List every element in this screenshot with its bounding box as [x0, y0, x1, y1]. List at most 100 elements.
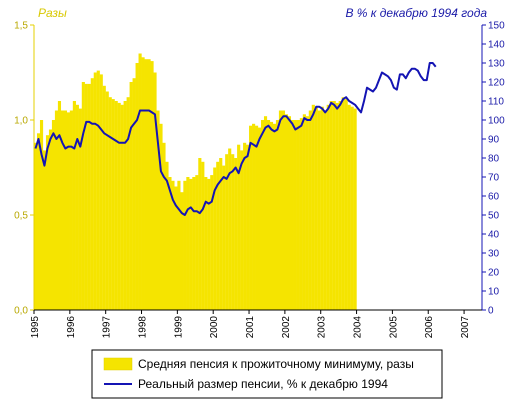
bar	[284, 114, 289, 310]
bar	[120, 104, 124, 310]
bar	[335, 102, 339, 311]
left-axis-title: Разы	[38, 6, 67, 20]
bar	[302, 114, 306, 310]
bar	[338, 101, 342, 310]
bar	[108, 97, 112, 310]
bar	[258, 127, 262, 310]
bar	[117, 102, 121, 311]
bar	[36, 133, 41, 310]
bar	[344, 99, 348, 310]
bar	[249, 125, 253, 310]
bar	[84, 83, 88, 311]
bar	[317, 110, 321, 310]
bar	[96, 70, 100, 310]
bar	[141, 57, 145, 310]
x-tick-label: 1998	[138, 316, 149, 339]
bar	[63, 110, 68, 310]
bar	[329, 101, 333, 310]
bar	[275, 120, 280, 310]
bar	[162, 142, 166, 310]
legend-bar-label: Средняя пенсия к прожиточному минимуму, …	[138, 357, 414, 371]
x-tick-label: 1999	[173, 316, 184, 339]
bar	[159, 123, 163, 310]
right-tick-label: 50	[488, 211, 500, 222]
bar	[129, 82, 133, 310]
bar	[204, 177, 208, 310]
x-tick-label: 2003	[317, 316, 328, 339]
bar	[45, 135, 50, 310]
right-tick-label: 90	[488, 135, 500, 146]
bar	[51, 120, 56, 310]
bar	[210, 175, 214, 310]
bar	[219, 158, 223, 310]
bar	[75, 104, 79, 310]
bar	[168, 177, 172, 310]
bar	[189, 178, 193, 310]
bar	[311, 104, 315, 310]
left-tick-label: 0,5	[14, 211, 28, 222]
bar	[90, 78, 94, 310]
bar	[147, 59, 151, 311]
bar	[341, 97, 345, 310]
right-tick-label: 30	[488, 249, 500, 260]
x-tick-label: 2005	[388, 316, 399, 339]
legend: Средняя пенсия к прожиточному минимуму, …	[91, 349, 443, 399]
right-tick-label: 110	[488, 97, 504, 108]
bar	[231, 154, 235, 310]
bar	[48, 129, 53, 310]
bar	[207, 178, 211, 310]
bar	[263, 116, 268, 310]
right-tick-label: 120	[488, 78, 505, 89]
right-tick-label: 60	[488, 192, 500, 203]
right-axis-title: В % к декабрю 1994 года	[345, 6, 487, 20]
bar	[123, 101, 127, 310]
bar	[255, 125, 259, 310]
bar	[42, 150, 47, 310]
bar	[72, 101, 76, 310]
legend-bar-swatch	[103, 357, 133, 371]
bar	[114, 101, 118, 310]
bar	[216, 161, 220, 310]
bar	[135, 63, 139, 310]
x-tick-label: 2002	[281, 316, 292, 339]
bar	[305, 116, 309, 310]
bar	[314, 106, 318, 310]
bar	[287, 116, 292, 310]
legend-line-label: Реальный размер пенсии, % к декабрю 1994	[138, 377, 388, 391]
real-pension-line	[34, 62, 437, 216]
left-tick-label: 1,5	[14, 21, 28, 32]
right-tick-label: 140	[488, 40, 505, 51]
right-tick-label: 20	[488, 268, 500, 279]
bar	[60, 110, 65, 310]
bar	[243, 142, 247, 310]
bar	[269, 121, 274, 311]
bar	[332, 101, 336, 310]
x-tick-label: 2000	[209, 316, 220, 339]
bar	[69, 110, 73, 310]
bar	[144, 59, 148, 311]
bar	[293, 120, 297, 310]
bar	[78, 108, 82, 310]
bar	[150, 61, 154, 310]
left-tick-label: 1,0	[14, 116, 28, 127]
bar	[34, 142, 38, 310]
right-tick-label: 0	[488, 306, 494, 317]
bar	[299, 118, 303, 310]
right-tick-label: 150	[488, 21, 505, 32]
right-tick-label: 80	[488, 154, 500, 165]
right-tick-label: 70	[488, 173, 500, 184]
bar	[171, 180, 175, 310]
bar	[252, 123, 256, 310]
bar	[228, 148, 232, 310]
bar	[222, 165, 226, 310]
right-tick-label: 130	[488, 59, 505, 70]
bar	[195, 175, 199, 310]
bar	[111, 99, 115, 310]
bar	[66, 112, 70, 311]
bar	[326, 104, 330, 310]
bar	[281, 110, 286, 310]
bar	[296, 120, 300, 310]
bar	[323, 110, 327, 310]
bar	[192, 177, 196, 310]
